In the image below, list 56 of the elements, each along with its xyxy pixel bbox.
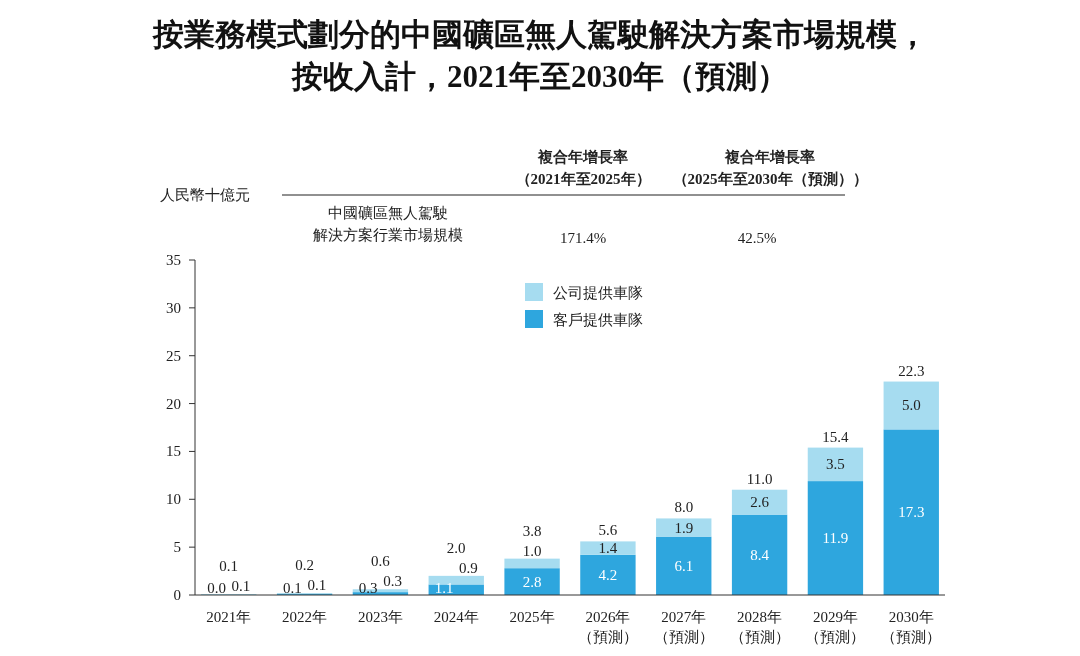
text: 複合年增長率（2021年至2025年） [515, 148, 651, 187]
data-label: 1.9 [674, 519, 694, 536]
text: 複合年增長率（2025年至2030年（預測）） [672, 148, 868, 187]
x-tick-label: 2029年（預測） [805, 609, 866, 645]
data-label: 1.1 [434, 580, 454, 596]
legend-label: 公司提供車隊 [553, 285, 643, 301]
text: 中國礦區無人駕駛解決方案行業市場規模 [313, 205, 463, 243]
total-label: 11.0 [746, 470, 773, 487]
data-label: 11.9 [822, 530, 849, 547]
y-tick-label: 5 [173, 539, 181, 556]
legend-label: 客戶提供車隊 [553, 312, 643, 328]
data-label: 0.1 [283, 580, 302, 596]
x-tick-label: 2023年 [357, 609, 403, 625]
total-label: 15.4 [822, 428, 850, 445]
text: 171.4% [559, 230, 607, 246]
total-label: 5.6 [598, 522, 618, 539]
total-label: 8.0 [674, 499, 694, 516]
y-tick-label: 35 [166, 252, 181, 268]
x-tick-label: 2028年（預測） [729, 609, 790, 645]
data-label: 4.2 [598, 566, 618, 583]
data-label: 0.9 [459, 559, 478, 576]
total-label: 3.8 [522, 522, 542, 539]
total-label: 2.0 [446, 539, 466, 556]
x-tick-label: 2022年 [282, 609, 328, 625]
data-label: 0.1 [307, 577, 327, 594]
y-tick-label: 10 [166, 491, 181, 508]
x-tick-label: 2027年（預測） [653, 609, 714, 645]
chart-title: 按業務模式劃分的中國礦區無人駕駛解決方案市場規模，按收入計，2021年至2030年（預測） [151, 17, 928, 94]
data-label: 2.6 [750, 494, 770, 511]
total-label: 22.3 [898, 362, 925, 379]
data-label: 8.4 [750, 546, 770, 563]
y-tick-label: 30 [166, 299, 181, 316]
total-label: 0.1 [231, 578, 251, 595]
data-label: 5.0 [901, 397, 921, 414]
x-tick-label: 2021年 [206, 609, 252, 625]
data-label: 1.0 [522, 542, 542, 559]
y-tick-label: 25 [166, 347, 181, 364]
x-tick-label: 2030年（預測） [881, 609, 942, 645]
y-tick-label: 15 [166, 443, 181, 460]
data-label: 2.8 [522, 573, 542, 590]
data-label: 0.3 [383, 573, 402, 590]
total-label: 0.6 [371, 553, 391, 570]
x-tick-label: 2026年（預測） [577, 609, 638, 645]
data-label: 1.4 [598, 540, 618, 557]
y-axis-title: 人民幣十億元 [160, 187, 250, 203]
y-tick-label: 0 [173, 587, 181, 603]
data-label: 0.1 [219, 558, 239, 575]
data-label: 3.5 [826, 456, 845, 473]
data-label: 0.0 [207, 580, 226, 596]
x-tick-label: 2025年 [509, 609, 555, 625]
x-tick-label: 2024年 [433, 609, 479, 625]
total-label: 0.2 [295, 557, 314, 574]
text: 42.5% [737, 230, 777, 246]
data-label: 17.3 [898, 504, 925, 521]
y-tick-label: 20 [166, 395, 181, 412]
data-label: 6.1 [674, 557, 694, 574]
